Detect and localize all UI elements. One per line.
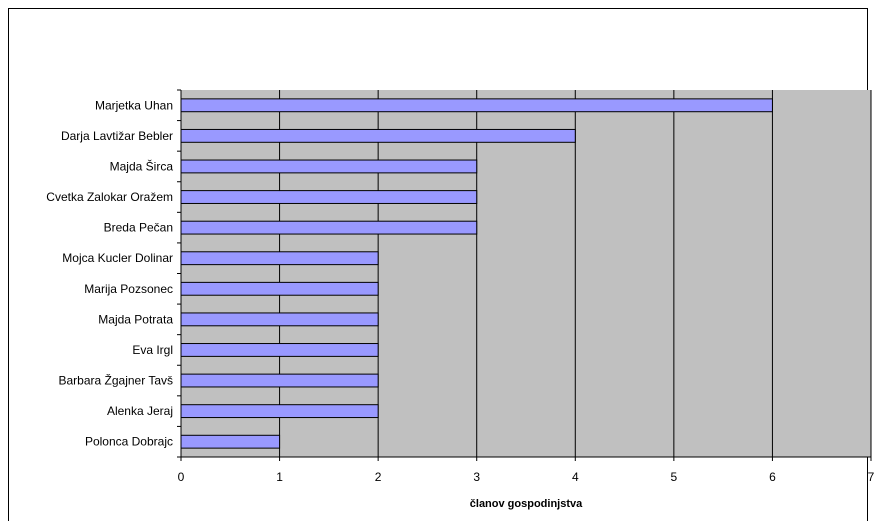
x-tick-label: 5 xyxy=(671,470,678,484)
bar xyxy=(180,343,379,357)
x-tick-label: 6 xyxy=(769,470,776,484)
bar xyxy=(180,128,576,143)
category-label: Marjetka Uhan xyxy=(95,98,173,112)
plot-area xyxy=(181,90,871,457)
grid-lines xyxy=(177,89,872,461)
category-labels: Marjetka Uhan Darja Lavtižar Bebler Majda … xyxy=(46,98,173,448)
category-label: Cvetka Zalokar Oražem xyxy=(46,190,173,204)
bar xyxy=(180,220,478,235)
category-label: Breda Pečan xyxy=(104,221,173,235)
bar xyxy=(180,251,379,266)
category-label: Polonca Dobrajc xyxy=(85,435,173,449)
category-label: Barbara Žgajner Tavš xyxy=(58,373,173,388)
category-label: Darja Lavtižar Bebler xyxy=(61,129,173,143)
bar xyxy=(180,159,478,174)
bar xyxy=(180,312,379,327)
bar xyxy=(180,434,281,449)
bar xyxy=(180,190,478,204)
category-label: Majda Potrata xyxy=(98,312,173,326)
x-tick-label: 3 xyxy=(473,470,480,484)
bar xyxy=(180,404,379,419)
bar xyxy=(180,281,379,296)
x-tick-label: 2 xyxy=(375,470,382,484)
bars xyxy=(180,98,773,449)
category-label: Majda Širca xyxy=(110,158,174,173)
category-label: Alenka Jeraj xyxy=(107,404,173,418)
x-tick-label: 0 xyxy=(178,470,185,484)
x-tick-label: 4 xyxy=(572,470,579,484)
category-label: Eva Irgl xyxy=(132,343,173,357)
x-tick-label: 1 xyxy=(276,470,283,484)
x-axis-title: članov gospodinjstva xyxy=(470,498,583,510)
bar xyxy=(180,98,773,113)
category-label: Mojca Kucler Dolinar xyxy=(62,251,173,265)
bar xyxy=(180,373,379,388)
x-tick-label: 7 xyxy=(868,470,874,484)
x-tick-labels: 0 1 2 3 4 5 6 7 xyxy=(178,470,874,484)
category-label: Marija Pozsonec xyxy=(84,282,173,296)
